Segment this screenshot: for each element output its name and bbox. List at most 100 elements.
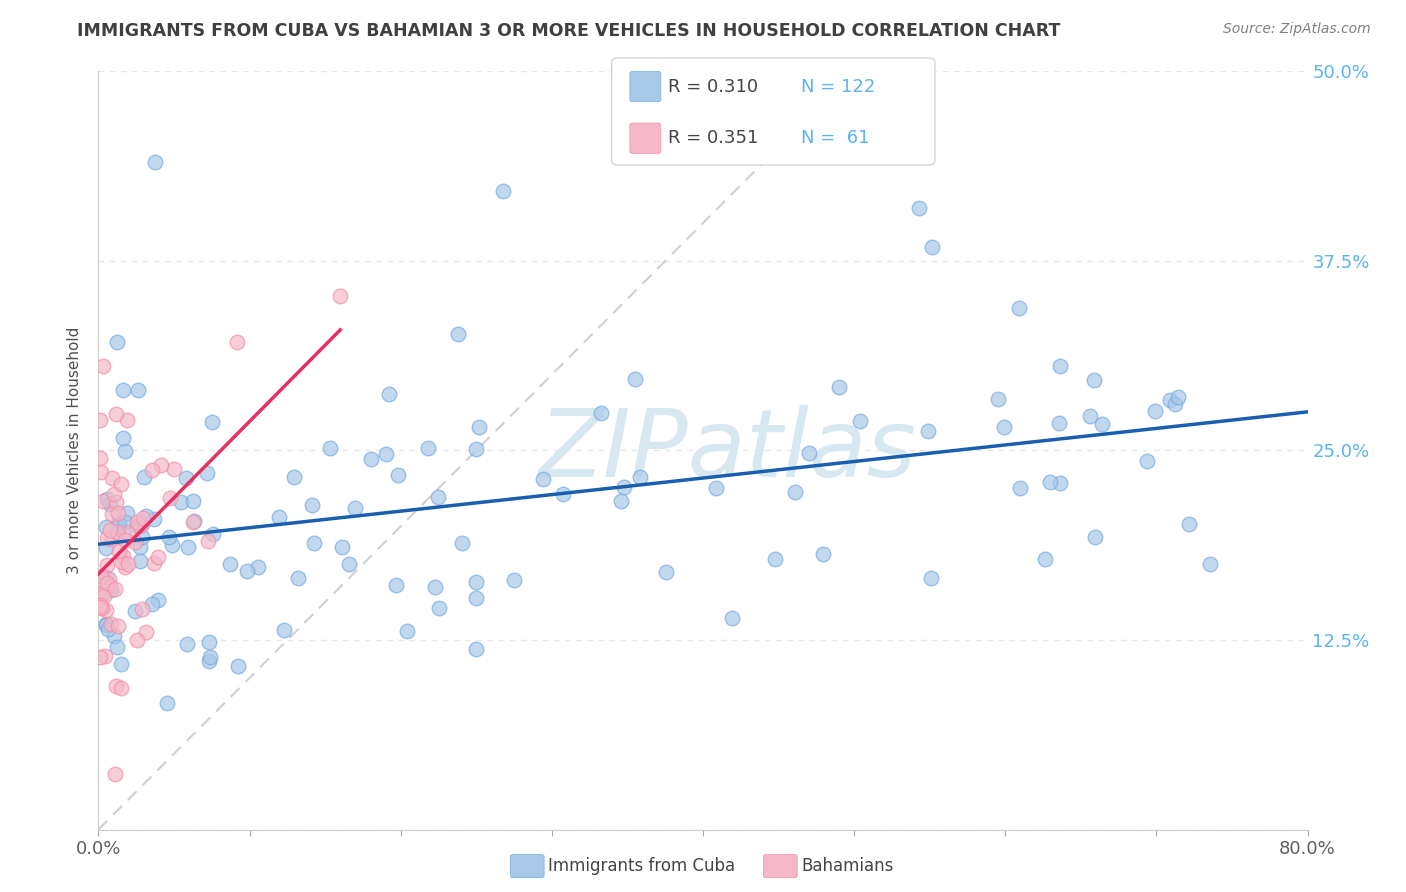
Point [1178,517,1201,532]
Point [98,524,121,538]
Point [94,570,117,584]
Point [377,386,399,401]
Point [91,359,114,373]
Point [183,515,205,529]
Point [1136,454,1159,468]
Point [1038,475,1060,489]
Point [115,413,138,427]
Point [763,552,786,566]
Point [131,602,153,616]
Point [1049,475,1071,490]
Point [94,541,117,555]
Point [135,625,157,640]
Point [246,560,269,574]
Text: IMMIGRANTS FROM CUBA VS BAHAMIAN 3 OR MORE VEHICLES IN HOUSEHOLD CORRELATION CHA: IMMIGRANTS FROM CUBA VS BAHAMIAN 3 OR MO… [77,22,1060,40]
Point [344,501,367,516]
Point [105,640,128,654]
Point [108,516,131,530]
Point [146,550,169,565]
Point [465,574,488,589]
Point [1091,417,1114,431]
Point [90,587,112,601]
Point [105,525,128,540]
Point [90,569,112,583]
Point [920,571,942,585]
Point [114,533,136,548]
Point [785,485,807,500]
Point [283,469,305,483]
Point [1080,409,1102,424]
Point [427,600,450,615]
Point [132,470,155,484]
Point [467,419,489,434]
Point [157,530,180,544]
Point [1008,481,1031,495]
Point [451,536,474,550]
Point [993,420,1015,434]
Point [218,557,240,571]
Point [89,413,111,427]
Point [384,578,406,592]
Point [426,490,449,504]
Point [111,383,134,397]
Point [503,573,526,587]
Point [104,767,127,781]
Point [267,510,290,524]
Point [146,593,169,607]
Point [90,601,112,615]
Point [100,616,122,631]
Point [531,472,554,486]
Point [917,424,939,438]
Point [117,525,139,540]
Point [117,558,139,572]
Point [142,512,165,526]
Point [94,520,117,534]
Point [125,519,148,533]
Point [101,508,124,522]
Point [129,554,152,568]
Point [337,557,360,571]
Point [125,633,148,648]
Point [141,463,163,477]
Point [105,680,128,694]
Point [104,582,127,597]
Point [104,495,127,509]
Point [110,657,132,671]
Point [132,511,155,525]
Point [236,564,259,578]
Point [848,414,870,428]
Point [94,617,117,632]
Point [174,471,197,485]
Point [114,559,136,574]
Point [94,603,117,617]
Point [143,155,166,169]
Y-axis label: 3 or more Vehicles in Household: 3 or more Vehicles in Household [67,326,83,574]
Point [108,518,131,533]
Point [360,452,382,467]
Point [128,519,150,533]
Point [177,540,200,554]
Point [304,536,326,550]
Point [107,507,129,521]
Point [96,531,118,545]
Point [987,392,1010,407]
Point [1049,359,1071,373]
Point [181,494,204,508]
Point [200,415,222,429]
Point [1143,404,1166,418]
Point [98,572,121,586]
Point [176,637,198,651]
Point [1159,393,1181,408]
Point [143,556,166,570]
Point [110,681,132,696]
Point [141,597,163,611]
Point [89,649,111,664]
Point [181,515,204,529]
Point [111,555,134,569]
Point [465,442,488,457]
Point [1008,301,1031,315]
Point [93,589,115,603]
Point [131,516,153,531]
Point [1167,390,1189,404]
Point [465,642,488,657]
